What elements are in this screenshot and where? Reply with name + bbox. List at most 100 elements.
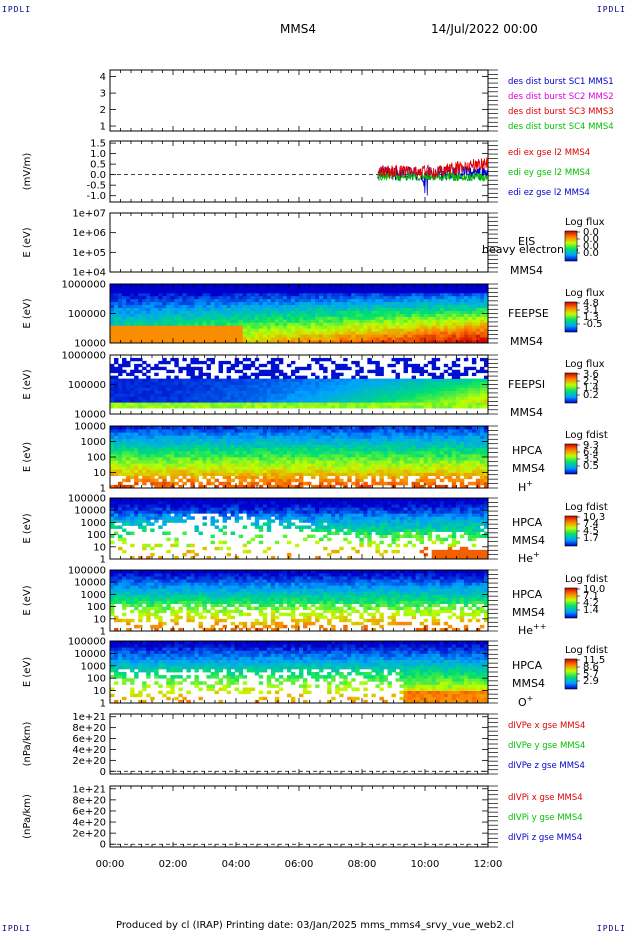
p4-spectrogram-cell [439, 334, 445, 338]
p4-spectrogram-cell [154, 295, 159, 300]
p5-spectrogram-cell [214, 399, 219, 403]
p5-spectrogram-cell [407, 387, 412, 391]
p5-spectrogram-cell [479, 357, 485, 362]
p6-spectrogram-cell [383, 435, 388, 439]
p6-spectrogram-cell [379, 475, 384, 480]
p5-spectrogram-cell [463, 378, 469, 382]
p5-spectrogram-cell [122, 402, 127, 406]
p5-spectrogram-cell [307, 366, 312, 371]
p4-spectrogram-cell [138, 298, 143, 303]
p6-spectrogram-cell [379, 441, 384, 445]
p5-spectrogram-cell [178, 396, 183, 400]
p5-spectrogram-cell [238, 402, 244, 406]
p6-spectrogram-cell [222, 457, 228, 461]
p6-spectrogram-cell [387, 481, 392, 486]
p4-spectrogram-cell [114, 295, 119, 300]
p6-spectrogram-cell [395, 472, 400, 476]
p6-spectrogram-cell [359, 438, 364, 442]
p5-spectrogram-cell [451, 393, 457, 397]
p4-spectrogram-cell [254, 322, 260, 326]
p5-spectrogram-cell [126, 399, 131, 403]
p4-spectrogram-cell [355, 319, 360, 323]
p5-spectrogram-cell [443, 396, 449, 400]
p4-spectrogram-cell [335, 298, 340, 303]
p6-spectrogram-cell [250, 457, 256, 461]
p5-spectrogram-cell [439, 396, 445, 400]
p4-spectrogram-cell [399, 284, 404, 288]
p4-spectrogram-cell [270, 304, 276, 308]
p5-spectrogram-cell [274, 369, 280, 374]
p4-spectrogram-cell [299, 328, 304, 332]
p6-spectrogram-cell [262, 450, 268, 455]
p5-spectrogram-cell [226, 366, 232, 371]
p4-spectrogram-cell [194, 289, 199, 294]
p6-spectrogram-cell [351, 460, 356, 464]
p4-spectrogram-cell [242, 322, 248, 326]
p4-spectrogram-cell [258, 292, 264, 297]
p5-spectrogram-cell [134, 384, 139, 388]
p4-spectrogram-cell [194, 301, 199, 306]
p6-spectrogram-cell [250, 450, 256, 455]
p4-spectrogram-cell [174, 340, 179, 344]
p4-spectrogram-cell [274, 310, 280, 314]
p5-spectrogram-cell [431, 363, 437, 368]
p4-spectrogram-cell [479, 286, 485, 291]
p4-spectrogram-cell [455, 313, 461, 317]
p6-spectrogram-cell [130, 435, 135, 439]
p5-spectrogram-cell [387, 381, 392, 385]
p5-spectrogram-cell [290, 405, 296, 409]
p4-spectrogram-cell [202, 325, 207, 329]
p5-spectrogram-cell [371, 402, 376, 406]
p6-spectrogram-cell [198, 481, 203, 486]
p6-spectrogram-cell [307, 457, 312, 461]
p4-spectrogram-cell [230, 304, 236, 308]
p5-spectrogram-cell [363, 387, 368, 391]
p6-spectrogram-cell [242, 475, 248, 480]
p4-spectrogram-cell [435, 286, 441, 291]
p5-spectrogram-cell [435, 378, 441, 382]
p6-spectrogram-cell [290, 441, 296, 445]
p6-spectrogram-cell [126, 426, 131, 430]
p6-spectrogram-cell [379, 460, 384, 464]
p5-spectrogram-cell [455, 363, 461, 368]
p6-spectrogram-cell [162, 481, 167, 486]
p5-spectrogram-cell [198, 387, 203, 391]
p4-spectrogram-cell [182, 313, 187, 317]
p6-spectrogram-cell [154, 463, 159, 467]
p6-spectrogram-cell [146, 472, 151, 476]
p6-spectrogram-cell [154, 435, 159, 439]
p5-spectrogram-cell [467, 378, 473, 382]
p4-spectrogram-cell [339, 319, 344, 323]
p5-spectrogram-cell [351, 390, 356, 394]
p5-spectrogram-cell [118, 405, 123, 409]
p4-spectrogram-cell [178, 316, 183, 320]
p4-spectrogram-cell [351, 328, 356, 332]
p5-spectrogram-cell [190, 366, 195, 371]
p4-spectrogram-cell [182, 298, 187, 303]
p4-spectrogram-cell [451, 289, 457, 294]
p4-spectrogram-cell [323, 313, 328, 317]
p6-spectrogram-cell [355, 481, 360, 486]
p5-spectrogram-cell [142, 372, 147, 377]
p4-spectrogram-cell [146, 316, 151, 320]
p5-spectrogram-cell [411, 384, 417, 388]
p4-spectrogram-cell [299, 310, 304, 314]
p5-spectrogram-cell [343, 357, 348, 362]
p5-spectrogram-cell [206, 378, 211, 382]
p4-spectrogram-cell [415, 340, 421, 344]
p5-spectrogram-cell [182, 384, 187, 388]
p6-spectrogram-cell [250, 475, 256, 480]
p6-spectrogram-cell [226, 469, 232, 473]
p4-spectrogram-cell [383, 331, 388, 335]
p5-spectrogram-cell [154, 366, 159, 371]
p4-spectrogram-cell [142, 295, 147, 300]
p4-spectrogram-cell [299, 301, 304, 306]
p4-spectrogram-cell [347, 337, 352, 341]
p4-spectrogram-cell [114, 310, 119, 314]
p4-spectrogram-cell [387, 328, 392, 332]
p4-spectrogram-cell [447, 337, 453, 341]
p6-spectrogram-cell [307, 466, 312, 470]
p5-spectrogram-cell [463, 396, 469, 400]
p4-spectrogram-cell [238, 322, 244, 326]
p6-spectrogram-cell [114, 444, 119, 449]
